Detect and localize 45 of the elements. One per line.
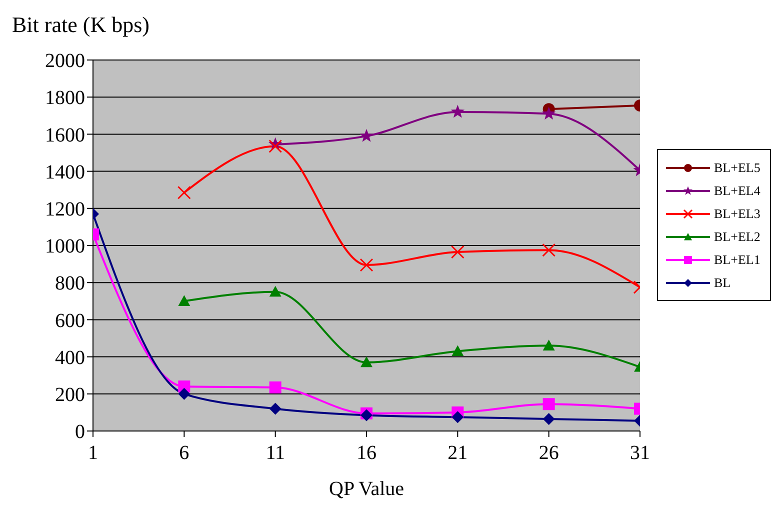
x-tick-label: 26 <box>538 442 559 464</box>
point <box>450 245 464 259</box>
point <box>452 411 464 424</box>
y-axis-title: Bit rate (K bps) <box>12 12 150 38</box>
point <box>178 295 190 306</box>
point <box>177 186 191 200</box>
legend-label: BL+EL2 <box>714 228 760 244</box>
point <box>542 340 555 350</box>
point <box>542 412 555 425</box>
legend-label: BL+EL4 <box>714 182 760 198</box>
point <box>452 345 464 356</box>
point <box>542 398 555 410</box>
point <box>360 356 372 368</box>
point <box>178 388 190 400</box>
point <box>269 381 282 394</box>
point <box>542 243 556 257</box>
x-tick-label: 16 <box>356 442 376 464</box>
legend-label: BL+EL5 <box>714 160 760 176</box>
point <box>450 104 465 118</box>
x-tick-label: 31 <box>630 442 650 464</box>
point <box>360 258 374 272</box>
point <box>269 402 282 415</box>
x-tick-label: 11 <box>266 442 285 464</box>
point <box>268 140 282 154</box>
x-tick-label: 6 <box>179 442 190 464</box>
y-tick-label: 400 <box>55 346 85 369</box>
y-tick-label: 2000 <box>45 50 85 72</box>
legend-label: BL <box>714 274 731 290</box>
legend-label: BL+EL3 <box>714 206 760 222</box>
y-tick-label: 1200 <box>45 198 85 220</box>
y-tick-label: 1000 <box>45 236 85 258</box>
point <box>360 128 374 142</box>
legend-label: BL+EL1 <box>714 252 760 268</box>
y-tick-label: 1800 <box>45 87 85 110</box>
y-tick-label: 1600 <box>45 124 85 146</box>
y-tick-label: 200 <box>55 384 85 406</box>
y-tick-label: 1400 <box>45 161 85 184</box>
y-tick-label: 0 <box>75 421 85 444</box>
point <box>542 106 556 120</box>
x-tick-label: 21 <box>448 442 468 464</box>
y-tick-label: 600 <box>55 310 85 332</box>
x-axis-title: QP Value <box>329 478 404 500</box>
y-tick-label: 800 <box>55 272 85 295</box>
x-tick-label: 1 <box>88 442 98 464</box>
point <box>269 286 282 297</box>
